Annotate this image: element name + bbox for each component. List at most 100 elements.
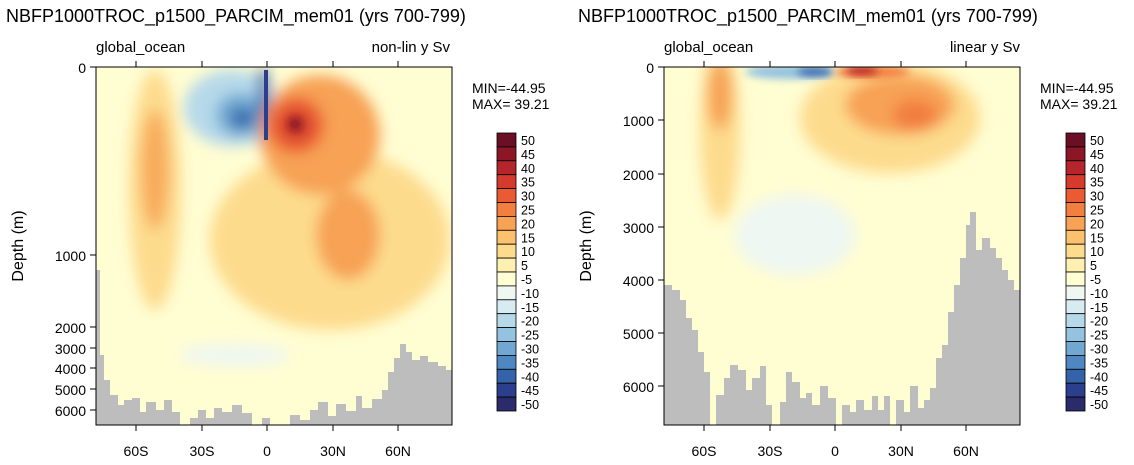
- colorbar-label: 10: [521, 245, 535, 259]
- y-tick-label: 4000: [55, 361, 86, 377]
- min-label: MIN=-44.95: [472, 80, 546, 96]
- colorbar-label: -5: [521, 273, 532, 287]
- colorbar-label: 50: [1090, 134, 1104, 148]
- colorbar-label: 30: [521, 190, 535, 204]
- colorbar-swatch: [496, 202, 517, 217]
- colorbar-swatch: [1065, 160, 1086, 176]
- colorbar-swatch: [496, 299, 517, 315]
- colorbar-swatch: [1065, 202, 1086, 217]
- x-tick-label: 30N: [320, 443, 346, 459]
- colorbar-label: 20: [521, 217, 535, 231]
- colorbar-swatch: [1065, 285, 1086, 301]
- plot-frame: [663, 66, 1021, 426]
- y-axis-label: Depth (m): [578, 210, 595, 281]
- y-tick-label: 1000: [55, 248, 86, 264]
- colorbar-swatch: [496, 368, 517, 384]
- colorbar-label: -30: [1090, 342, 1108, 356]
- region-label: global_ocean: [664, 39, 753, 56]
- x-tick-label: 60S: [124, 443, 149, 459]
- panel-title: NBFP1000TROC_p1500_PARCIM_mem01 (yrs 700…: [578, 6, 1038, 27]
- colorbar-label: 10: [1090, 245, 1104, 259]
- colorbar-swatch: [1065, 313, 1086, 329]
- y-tick-label: 3000: [623, 220, 654, 236]
- y-tick-label: 2000: [55, 320, 86, 336]
- colorbar-swatch: [1065, 132, 1086, 148]
- y-tick-label: 1000: [623, 113, 654, 129]
- y-tick-label: 5000: [55, 382, 86, 398]
- colorbar-label: -20: [1090, 315, 1108, 329]
- colorbar-label: 5: [1090, 259, 1097, 273]
- colorbar-label: 25: [521, 203, 535, 217]
- panel-linear: NBFP1000TROC_p1500_PARCIM_mem01 (yrs 700…: [578, 6, 1118, 459]
- colorbar-swatch: [496, 285, 517, 301]
- y-tick-label: 3000: [55, 341, 86, 357]
- heatmap-field: [664, 67, 1020, 425]
- x-tick-label: 30N: [888, 443, 914, 459]
- scale-label: non-lin y Sv: [372, 39, 451, 56]
- colorbar-swatch: [1065, 382, 1086, 398]
- max-label: MAX= 39.21: [1040, 96, 1118, 112]
- colorbar-nonlinear: 5045403530252015105-5-10-15-20-25-30-35-…: [496, 132, 539, 412]
- colorbar-swatch: [496, 146, 517, 162]
- colorbar-label: -50: [1090, 398, 1108, 412]
- colorbar-label: -25: [521, 329, 539, 343]
- colorbar-swatch: [1065, 215, 1086, 231]
- y-tick-label: 6000: [623, 379, 654, 395]
- colorbar-label: 35: [521, 176, 535, 190]
- colorbar-swatch: [1065, 243, 1086, 259]
- colorbar-swatch: [496, 160, 517, 176]
- colorbar-swatch: [1065, 174, 1086, 189]
- colorbar-label: -15: [521, 301, 539, 315]
- colorbar-swatch: [496, 382, 517, 398]
- colorbar-swatch: [496, 132, 517, 148]
- min-label: MIN=-44.95: [1040, 80, 1114, 96]
- colorbar-label: 5: [521, 259, 528, 273]
- colorbar-label: -10: [1090, 287, 1108, 301]
- colorbar-swatch: [496, 229, 517, 245]
- x-tick-label: 30S: [758, 443, 783, 459]
- colorbar-linear: 5045403530252015105-5-10-15-20-25-30-35-…: [1065, 132, 1108, 412]
- colorbar-swatch: [1065, 229, 1086, 245]
- colorbar-label: 45: [521, 148, 535, 162]
- x-axis: 60S 30S 0 30N 60N: [124, 61, 411, 459]
- colorbar-label: 30: [1090, 190, 1104, 204]
- x-tick-label: 60N: [953, 443, 979, 459]
- colorbar-label: -15: [1090, 301, 1108, 315]
- x-tick-label: 0: [831, 443, 839, 459]
- colorbar-swatch: [496, 354, 517, 370]
- plot-frame: [95, 66, 453, 426]
- colorbar-label: -40: [1090, 370, 1108, 384]
- colorbar-label: 35: [1090, 176, 1104, 190]
- colorbar-swatch: [496, 243, 517, 259]
- colorbar-label: 50: [521, 134, 535, 148]
- colorbar-swatch: [1065, 271, 1086, 287]
- y-tick-label: 4000: [623, 273, 654, 289]
- region-label: global_ocean: [96, 39, 185, 56]
- colorbar-swatch: [496, 341, 517, 356]
- colorbar-swatch: [496, 396, 517, 412]
- colorbar-label: 40: [1090, 162, 1104, 176]
- x-axis: 60S 30S 0 30N 60N: [692, 61, 979, 459]
- colorbar-label: -45: [1090, 384, 1108, 398]
- colorbar-swatch: [1065, 146, 1086, 162]
- y-axis: 0 1000 2000 3000 4000 5000 6000: [623, 60, 664, 395]
- colorbar-swatch: [1065, 354, 1086, 370]
- y-axis: 0 1000 2000 3000 4000 5000 6000: [55, 60, 96, 419]
- y-axis-label: Depth (m): [10, 210, 27, 281]
- colorbar-label: -35: [1090, 356, 1108, 370]
- colorbar-swatch: [496, 188, 517, 203]
- colorbar-label: -25: [1090, 329, 1108, 343]
- y-tick-label: 5000: [623, 326, 654, 342]
- max-label: MAX= 39.21: [472, 96, 550, 112]
- colorbar-label: -30: [521, 342, 539, 356]
- x-tick-label: 60S: [692, 443, 717, 459]
- colorbar-label: 25: [1090, 203, 1104, 217]
- colorbar-swatch: [496, 215, 517, 231]
- colorbar-swatch: [496, 174, 517, 189]
- colorbar-swatch: [496, 327, 517, 342]
- colorbar-label: 45: [1090, 148, 1104, 162]
- y-tick-label: 0: [78, 60, 86, 76]
- colorbar-swatch: [1065, 327, 1086, 342]
- colorbar-label: -10: [521, 287, 539, 301]
